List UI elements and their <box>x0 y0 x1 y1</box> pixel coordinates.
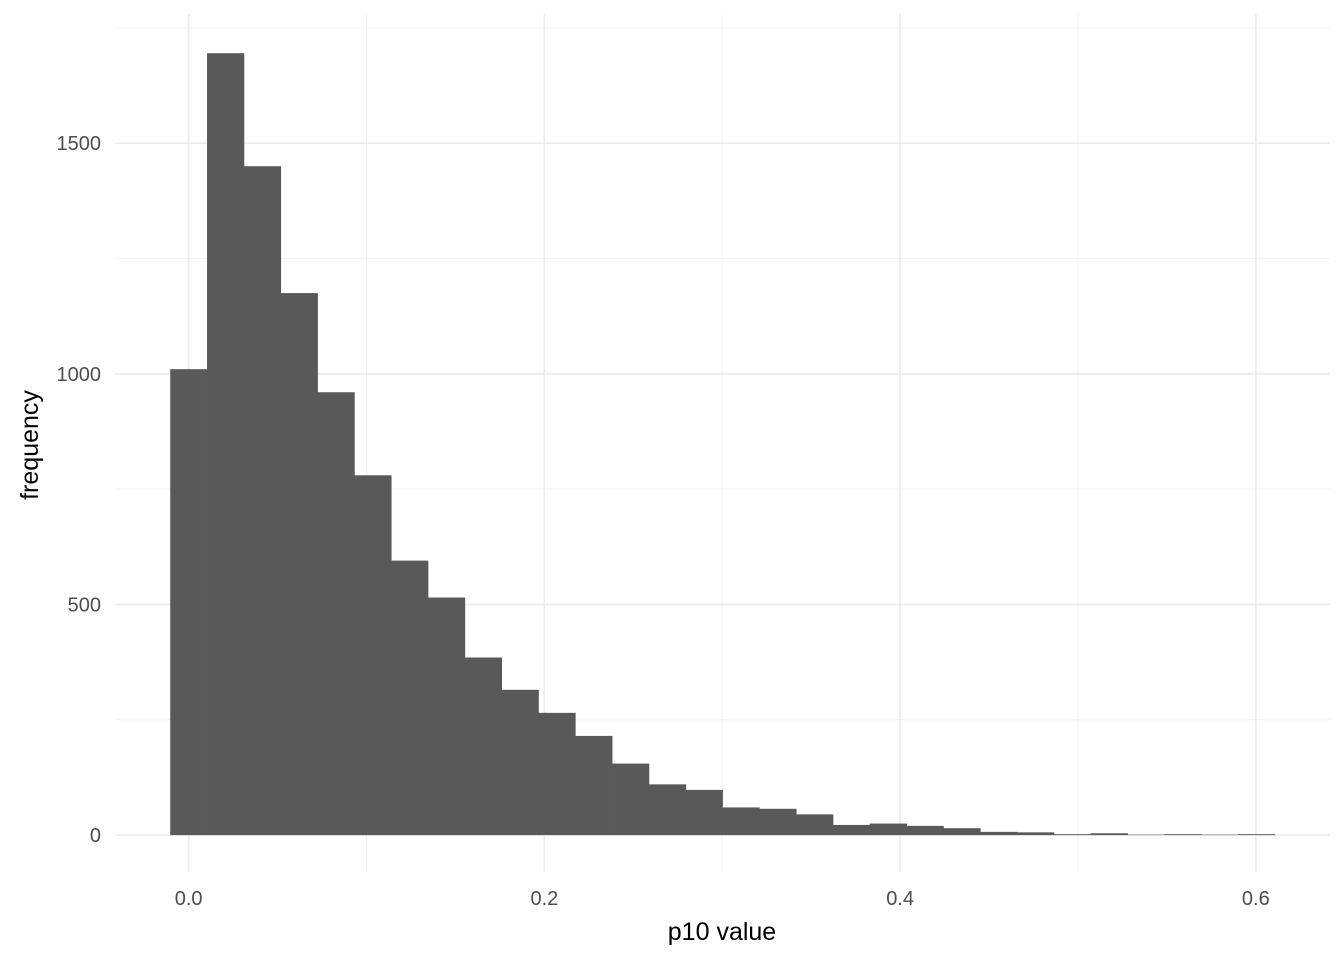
x-tick-label: 0.6 <box>1242 888 1270 910</box>
y-tick-label: 0 <box>90 825 101 847</box>
histogram-bar-29 <box>1237 834 1276 836</box>
histogram-bar-24 <box>1053 834 1092 836</box>
histogram-bar-6 <box>391 560 429 836</box>
histogram-bar-9 <box>501 689 539 836</box>
histogram-bar-27 <box>1164 834 1202 836</box>
histogram-bar-7 <box>427 597 466 836</box>
x-tick-label: 0.0 <box>175 888 203 910</box>
histogram-bar-21 <box>943 828 981 836</box>
histogram-bar-20 <box>906 825 944 836</box>
x-axis-tick-labels: 0.0 0.2 0.4 0.6 <box>175 888 1270 910</box>
x-tick-label: 0.2 <box>530 888 558 910</box>
histogram-bar-1 <box>207 53 245 836</box>
y-tick-label: 500 <box>68 594 101 616</box>
histogram-bar-10 <box>538 712 576 836</box>
histogram-bar-19 <box>869 823 907 836</box>
bars <box>170 53 1276 836</box>
y-tick-label: 1000 <box>57 364 102 386</box>
histogram-bar-25 <box>1090 833 1128 836</box>
histogram-bar-23 <box>1017 832 1055 836</box>
y-axis-tick-labels: 0 500 1000 1500 <box>57 133 102 847</box>
histogram-bar-17 <box>796 814 834 836</box>
histogram-bar-8 <box>464 657 502 836</box>
histogram-bar-22 <box>980 831 1018 836</box>
y-axis-title: frequency <box>16 390 44 500</box>
histogram-bar-11 <box>575 735 613 836</box>
histogram-bar-16 <box>759 808 797 836</box>
histogram-bar-5 <box>354 475 392 836</box>
x-tick-label: 0.4 <box>886 888 914 910</box>
histogram-bar-2 <box>243 166 282 836</box>
histogram-bar-12 <box>612 763 650 836</box>
histogram-bar-18 <box>832 824 871 836</box>
histogram-bar-4 <box>317 392 355 836</box>
histogram-bar-14 <box>685 789 723 836</box>
histogram-bar-13 <box>648 784 687 836</box>
histogram-bar-3 <box>280 293 318 836</box>
histogram-bar-15 <box>722 807 760 836</box>
x-axis-title: p10 value <box>668 918 776 946</box>
y-tick-label: 1500 <box>57 133 102 155</box>
histogram-bar-0 <box>170 369 208 836</box>
